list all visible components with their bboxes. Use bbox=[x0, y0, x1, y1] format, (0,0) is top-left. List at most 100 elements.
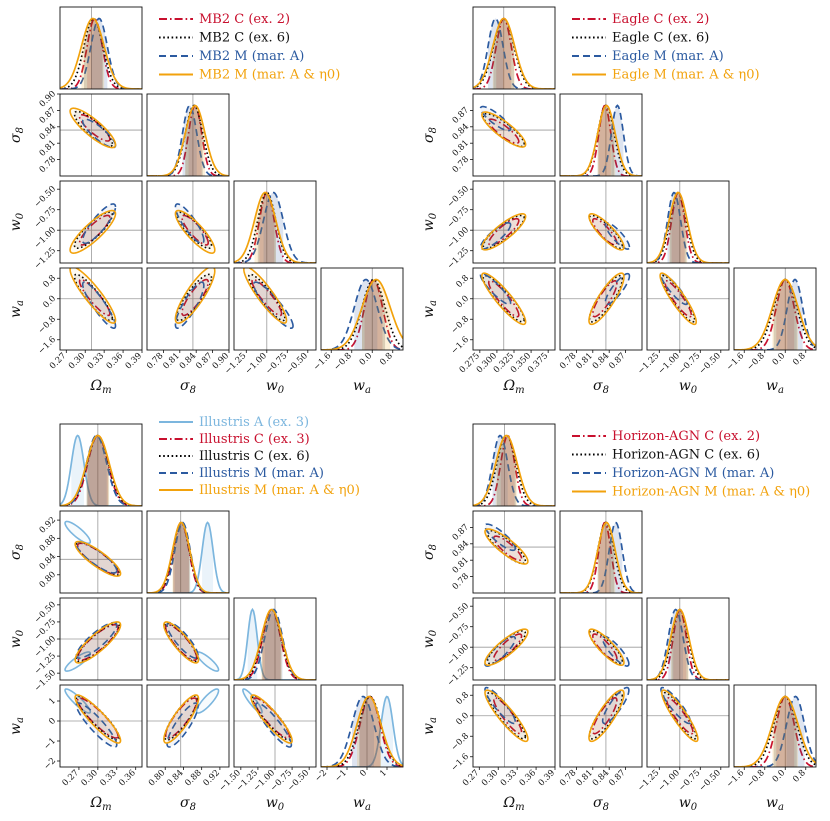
marginal-fill-3 bbox=[254, 192, 276, 263]
contour-2 bbox=[163, 622, 199, 663]
x-axis-label-sub: 8 bbox=[603, 385, 609, 396]
panel-w0-wa bbox=[647, 685, 729, 767]
x-tick-label: 0.27 bbox=[48, 351, 68, 371]
marginal-curve-3 bbox=[647, 191, 729, 263]
panel-frame bbox=[733, 267, 817, 351]
x-axis-label-Ωm: Ωm bbox=[502, 795, 524, 813]
marginal-fill-1 bbox=[671, 609, 688, 680]
contour-0 bbox=[195, 651, 220, 672]
x-axis-label-sub: a bbox=[778, 802, 784, 813]
panel-frame bbox=[233, 267, 317, 351]
marginal-fill-1 bbox=[83, 18, 103, 89]
y-axis-label-wa: wa bbox=[8, 300, 26, 318]
y-axis-label-sub: 0 bbox=[15, 212, 26, 219]
marginal-curve-4 bbox=[234, 608, 316, 680]
panel-σ8-wa bbox=[560, 268, 642, 350]
legend-label-2: Eagle M (mar. A) bbox=[612, 49, 724, 64]
y-tick-label: −1.25 bbox=[446, 246, 472, 272]
y-tick-label: −1.00 bbox=[446, 642, 472, 668]
marginal-fill-2 bbox=[668, 609, 684, 680]
marginal-curve-3 bbox=[321, 695, 403, 767]
contour-2 bbox=[174, 203, 205, 245]
x-tick-label: −0.50 bbox=[697, 351, 723, 377]
legend-label-2: Illustris C (ex. 6) bbox=[199, 449, 310, 464]
legend-label-2: MB2 M (mar. A) bbox=[199, 49, 304, 64]
panel-σ8-w0 bbox=[560, 181, 642, 263]
x-tick-label: 0.87 bbox=[607, 768, 627, 788]
contour-0 bbox=[493, 633, 523, 662]
y-axis-label-wa: wa bbox=[421, 300, 439, 318]
contour-4 bbox=[163, 621, 200, 664]
contour-1 bbox=[73, 211, 114, 250]
marginal-curve-3 bbox=[60, 17, 142, 89]
panel-frame bbox=[559, 510, 643, 594]
legend-label-1: MB2 C (ex. 6) bbox=[199, 31, 290, 46]
x-axis-label-sub: 8 bbox=[603, 802, 609, 813]
x-tick-label: 0.78 bbox=[558, 351, 578, 371]
panel-frame bbox=[59, 423, 143, 507]
panel-Ωm-Ωm bbox=[473, 7, 555, 89]
legend-label-2: Horizon-AGN M (mar. A) bbox=[612, 466, 774, 481]
marginal-fill-3 bbox=[597, 522, 616, 593]
marginal-fill-4 bbox=[261, 609, 282, 680]
contour-4 bbox=[74, 694, 122, 744]
contour-3 bbox=[174, 209, 216, 254]
contour-0 bbox=[251, 278, 283, 317]
y-tick-label: 1 bbox=[47, 696, 58, 707]
x-tick-label: 0.36 bbox=[105, 351, 125, 371]
panel-wa-wa bbox=[321, 268, 403, 350]
marginal-fill-1 bbox=[597, 105, 615, 176]
marginal-fill-3 bbox=[772, 696, 799, 767]
panel-Ωm-wa bbox=[473, 685, 555, 767]
contour-2 bbox=[660, 686, 692, 725]
contour-0 bbox=[64, 688, 92, 714]
marginal-fill-0 bbox=[673, 609, 687, 680]
x-axis-label-w0: w0 bbox=[266, 378, 285, 396]
y-tick-label: 0.87 bbox=[451, 105, 471, 125]
y-tick-label: −2 bbox=[42, 756, 58, 772]
marginal-fill-0 bbox=[364, 279, 383, 350]
x-tick-label: −1 bbox=[333, 768, 349, 784]
marginal-curve-0 bbox=[147, 104, 229, 176]
panel-w0-wa bbox=[234, 685, 316, 767]
contour-3 bbox=[484, 628, 529, 667]
marginal-fill-2 bbox=[182, 105, 197, 176]
x-tick-label: 0.87 bbox=[194, 351, 214, 371]
y-tick-label: 0.78 bbox=[451, 572, 471, 592]
marginal-fill-0 bbox=[671, 192, 685, 263]
panel-frame bbox=[320, 684, 404, 768]
y-tick-label: 0.81 bbox=[451, 138, 471, 158]
y-tick-label: −1.6 bbox=[36, 335, 58, 357]
y-tick-label: 0.88 bbox=[38, 533, 58, 553]
y-axis-label-sub: 8 bbox=[428, 127, 439, 133]
panel-frame bbox=[146, 597, 230, 681]
panel-Ωm-w0 bbox=[60, 598, 142, 680]
legend-label-3: Illustris M (mar. A) bbox=[199, 466, 324, 481]
panel-frame bbox=[146, 93, 230, 177]
marginal-fill-0 bbox=[71, 435, 84, 506]
marginal-fill-0 bbox=[87, 18, 103, 89]
y-tick-label: 0.81 bbox=[38, 138, 58, 158]
marginal-fill-3 bbox=[86, 435, 107, 506]
y-axis-label-sub: 8 bbox=[428, 544, 439, 550]
marginal-fill-4 bbox=[86, 435, 110, 506]
contour-0 bbox=[181, 214, 210, 246]
panel-frame bbox=[646, 684, 730, 768]
panel-frame bbox=[646, 267, 730, 351]
contour-1 bbox=[662, 691, 698, 740]
panel-frame bbox=[146, 510, 230, 594]
marginal-curve-0 bbox=[647, 608, 729, 680]
panel-Ωm-wa bbox=[473, 268, 555, 350]
x-tick-label: −0.75 bbox=[677, 351, 703, 377]
y-axis-label-wa: wa bbox=[421, 717, 439, 735]
marginal-fill-3 bbox=[174, 522, 191, 593]
panel-frame bbox=[559, 93, 643, 177]
panel-σ8-w0 bbox=[147, 181, 229, 263]
y-tick-label: 0.0 bbox=[454, 294, 471, 311]
contour-4 bbox=[250, 694, 293, 744]
marginal-fill-1 bbox=[185, 105, 203, 176]
y-axis-label-sub: 0 bbox=[428, 212, 439, 219]
marginal-curve-3 bbox=[321, 278, 403, 350]
panel-Ωm-w0 bbox=[473, 181, 555, 263]
y-axis-label-sub: 0 bbox=[428, 629, 439, 636]
